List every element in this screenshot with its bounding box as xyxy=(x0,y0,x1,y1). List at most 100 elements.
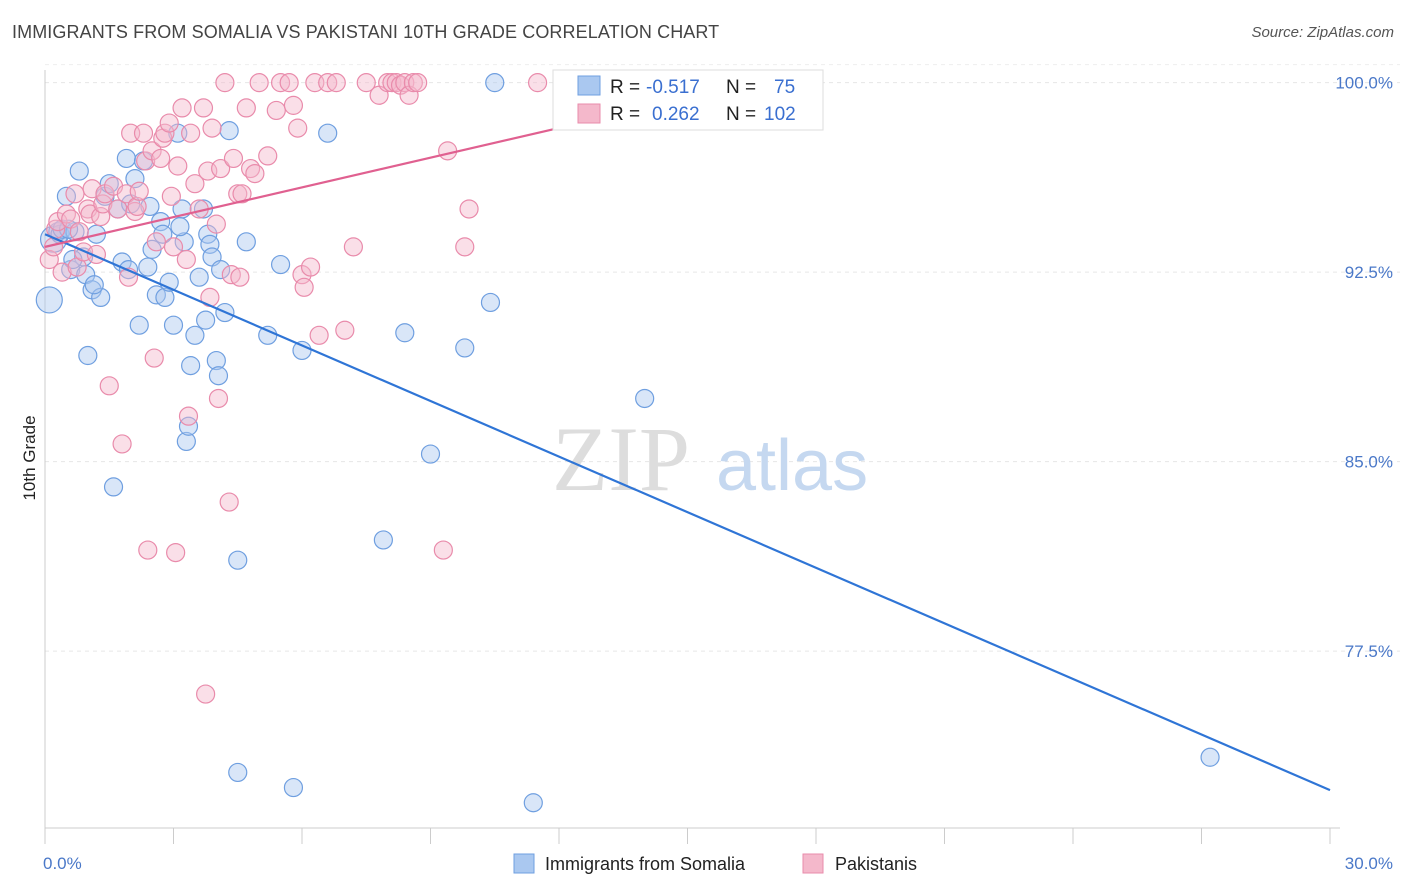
pakistanis-point-45 xyxy=(181,123,201,143)
pakistanis-point-91 xyxy=(408,73,428,93)
series-legend: Immigrants from Somalia Pakistanis xyxy=(513,853,917,874)
pakistanis-point-7 xyxy=(65,184,85,204)
somalia-point-20 xyxy=(116,148,136,169)
pakistanis-point-37 xyxy=(159,113,179,133)
pakistanis-point-77 xyxy=(309,325,329,345)
pakistanis-point-82 xyxy=(356,73,376,93)
pakistanis-point-81 xyxy=(343,237,363,257)
somalia-point-56 xyxy=(270,254,291,275)
pakistanis-point-59 xyxy=(223,148,244,169)
somalia-point-23 xyxy=(125,169,145,189)
pakistanis-point-36 xyxy=(155,123,175,143)
legend-item-somalia-swatch[interactable] xyxy=(513,853,535,874)
pakistanis-point-39 xyxy=(163,237,184,257)
pakistanis-point-41 xyxy=(168,156,188,176)
somalia-point-47 xyxy=(206,350,226,371)
somalia-point-33 xyxy=(163,315,184,335)
somalia-point-8 xyxy=(69,161,89,181)
pakistanis-point-62 xyxy=(232,184,252,204)
legend-item-pakistanis-label[interactable]: Pakistanis xyxy=(835,854,917,874)
pakistanis-point-72 xyxy=(288,118,308,138)
somalia-point-30 xyxy=(153,224,173,244)
y-tick-label-2: 85.0% xyxy=(1345,453,1393,472)
pakistanis-point-93 xyxy=(438,141,458,161)
somalia-point-68 xyxy=(635,388,655,409)
pakistanis-point-68 xyxy=(266,100,286,121)
legend-n-label-0: N = xyxy=(726,77,756,98)
y-tick-label-3: 77.5% xyxy=(1345,642,1393,661)
pakistanis-point-63 xyxy=(236,98,256,118)
pakistanis-point-40 xyxy=(166,542,186,563)
somalia-point-26 xyxy=(138,257,158,277)
pakistanis-point-38 xyxy=(161,186,181,206)
legend-swatch-pakistanis xyxy=(577,103,601,124)
somalia-point-37 xyxy=(176,431,196,452)
y-tick-label-1: 92.5% xyxy=(1345,263,1393,282)
pakistanis-point-43 xyxy=(176,249,196,270)
pakistanis-point-9 xyxy=(69,222,89,242)
somalia-point-31 xyxy=(155,287,175,307)
somalia-point-72 xyxy=(84,275,104,295)
pakistanis-point-32 xyxy=(144,348,164,368)
legend-n-value-0: 75 xyxy=(774,77,795,98)
somalia-point-57 xyxy=(283,777,304,798)
pakistanis-point-55 xyxy=(211,158,231,179)
legend-swatch-somalia xyxy=(577,75,601,96)
somalia-point-17 xyxy=(103,477,124,497)
pakistanis-point-67 xyxy=(258,146,278,166)
x-tick-label-right: 30.0% xyxy=(1345,854,1393,873)
somalia-point-59 xyxy=(318,123,338,143)
pakistanis-point-52 xyxy=(202,118,222,138)
pakistanis-point-57 xyxy=(219,492,239,512)
somalia-point-61 xyxy=(395,323,415,343)
pakistanis-point-46 xyxy=(185,174,205,194)
pakistanis-point-90 xyxy=(403,73,423,93)
series-pakistanis-points xyxy=(39,73,633,704)
somalia-point-0 xyxy=(35,286,63,314)
somalia-point-51 xyxy=(219,121,239,141)
gridlines xyxy=(45,64,1400,652)
somalia-point-14 xyxy=(91,287,111,307)
x-tick-labels: 0.0% 30.0% xyxy=(43,854,1393,873)
somalia-point-41 xyxy=(189,267,209,287)
pakistanis-point-94 xyxy=(455,237,475,257)
pakistanis-point-75 xyxy=(300,257,321,277)
pakistanis-point-61 xyxy=(230,267,250,287)
pakistanis-point-49 xyxy=(196,684,216,704)
somalia-point-60 xyxy=(373,530,393,550)
pakistanis-point-34 xyxy=(151,148,171,169)
pakistanis-point-4 xyxy=(52,262,72,282)
pakistanis-point-56 xyxy=(215,73,235,93)
somalia-point-40 xyxy=(185,325,205,345)
pakistanis-point-48 xyxy=(193,98,214,118)
somalia-point-64 xyxy=(480,292,501,313)
somalia-point-11 xyxy=(78,345,98,366)
legend-r-value-0: -0.517 xyxy=(646,77,700,98)
somalia-point-69 xyxy=(1200,747,1220,767)
pakistanis-point-29 xyxy=(136,151,156,171)
somalia-point-48 xyxy=(208,366,229,386)
legend-item-somalia-label[interactable]: Immigrants from Somalia xyxy=(545,854,746,874)
pakistanis-point-30 xyxy=(138,540,158,560)
pakistanis-point-79 xyxy=(326,73,346,93)
somalia-point-54 xyxy=(236,232,256,252)
legend-item-pakistanis-swatch[interactable] xyxy=(802,853,824,874)
watermark-atlas: atlas xyxy=(716,426,868,506)
legend-r-label-1: R = xyxy=(610,104,640,125)
pakistanis-point-65 xyxy=(245,163,265,184)
somalia-point-39 xyxy=(181,356,201,376)
pakistanis-point-92 xyxy=(433,540,453,560)
pakistanis-point-21 xyxy=(112,434,132,454)
somalia-trend-line xyxy=(44,233,1331,792)
legend-r-value-1: 0.262 xyxy=(652,104,700,125)
somalia-point-66 xyxy=(523,793,543,813)
somalia-point-63 xyxy=(455,338,475,358)
watermark-zip: ZIP xyxy=(552,408,690,510)
pakistanis-point-13 xyxy=(82,179,102,199)
pakistanis-point-66 xyxy=(249,73,269,93)
legend-n-label-1: N = xyxy=(726,104,756,125)
pakistanis-point-0 xyxy=(39,249,59,270)
y-axis-label: 10th Grade xyxy=(20,415,39,500)
somalia-point-38 xyxy=(178,416,199,436)
